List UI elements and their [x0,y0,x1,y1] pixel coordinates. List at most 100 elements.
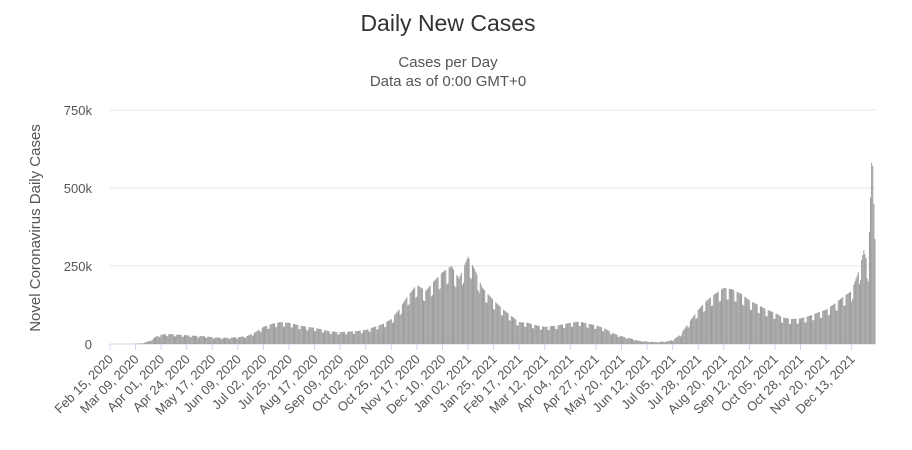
bar [414,287,416,344]
bar [424,300,426,344]
bar [271,323,273,344]
bar [499,306,501,344]
bar [489,296,491,344]
bar [589,324,591,344]
bar [548,329,550,344]
bar [536,325,538,344]
bar [603,331,605,344]
bar [763,307,765,344]
bar [189,337,191,344]
bar [365,329,367,344]
bar [420,287,422,344]
bar [177,334,179,344]
bar [759,306,761,344]
bar [741,294,743,344]
bar [588,323,590,344]
bar [249,334,251,344]
bar [660,341,663,344]
bar [297,325,299,344]
bar [397,311,399,344]
bar [648,342,650,344]
bar [318,328,320,344]
bar [699,307,701,344]
bar [716,292,718,344]
bar [408,304,410,344]
bar [577,321,579,344]
bar [595,329,597,344]
bar [874,239,876,344]
bar [141,343,143,344]
bar [229,338,231,344]
bar [564,327,566,344]
bar [251,335,253,344]
bar [425,290,427,344]
bar [473,267,475,344]
bar [655,342,657,344]
bar [382,323,385,344]
subtitle-line-1: Cases per Day [398,54,498,71]
bar [566,323,568,344]
bar [158,337,160,344]
bar [755,303,757,344]
bar [503,309,505,344]
bar [813,320,815,344]
bar [754,303,756,344]
bar [192,335,194,344]
bar [638,340,640,344]
bar [747,299,749,344]
bar [500,314,502,344]
bar [745,297,747,344]
bar [615,334,617,344]
bar [457,276,459,344]
bar [477,290,479,344]
bar [778,315,780,344]
bar [766,316,768,344]
bar [339,332,341,344]
bar [774,319,776,344]
bar [446,284,448,344]
bar [519,322,521,344]
bar [848,292,850,344]
bar [833,304,835,344]
bar [443,271,445,344]
bar [513,317,515,344]
bar [658,341,660,344]
bar [824,310,826,344]
bar [176,334,178,344]
bar [626,338,628,344]
bar [572,326,574,344]
bar [717,291,719,344]
bar [486,303,488,344]
bar [306,330,308,344]
bar [839,298,842,344]
bar [235,337,237,344]
bar [580,322,582,344]
bar [805,322,807,344]
bar [531,328,534,344]
bar [416,296,418,344]
bar [643,341,645,344]
bar [751,309,753,344]
bar [829,306,832,344]
bar [231,337,233,344]
bar [344,331,346,344]
bar [686,325,688,344]
bar [455,287,457,344]
bar [752,302,754,344]
y-tick-label: 750k [64,103,93,118]
bar [292,323,294,344]
bar [859,280,862,344]
bar [762,307,764,344]
bar [504,310,506,344]
bar [232,337,234,344]
bar [355,331,357,344]
bar [557,325,559,344]
bar [410,291,412,344]
bar [337,334,339,344]
bar [614,333,616,344]
bar [700,306,703,344]
bar [690,319,693,344]
bar [247,335,249,344]
bar [349,331,351,344]
bar [501,315,504,344]
